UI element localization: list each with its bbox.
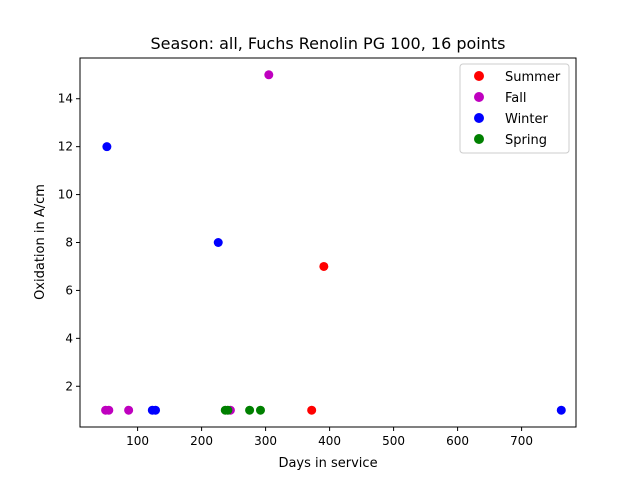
legend-marker-summer xyxy=(474,71,484,81)
data-points xyxy=(101,70,566,415)
data-point-spring xyxy=(255,405,265,415)
y-tick-label: 2 xyxy=(65,379,73,393)
legend-label-spring: Spring xyxy=(505,133,547,148)
chart-title: Season: all, Fuchs Renolin PG 100, 16 po… xyxy=(151,34,506,53)
y-axis-ticks: 2 4 6 8 10 12 14 xyxy=(58,92,80,393)
legend-box xyxy=(459,63,570,154)
data-point-spring xyxy=(245,405,255,415)
x-tick-label: 300 xyxy=(254,434,277,448)
x-tick-label: 100 xyxy=(126,434,149,448)
data-point-winter xyxy=(151,405,161,415)
x-tick-label: 500 xyxy=(382,434,405,448)
data-point-summer xyxy=(307,405,317,415)
data-point-spring xyxy=(223,405,233,415)
x-tick-label: 600 xyxy=(446,434,469,448)
y-tick-label: 10 xyxy=(58,188,73,202)
legend-marker-spring xyxy=(474,134,484,144)
legend: Summer Fall Winter Spring xyxy=(459,63,570,154)
y-tick-label: 14 xyxy=(58,92,73,106)
legend-label-fall: Fall xyxy=(505,91,526,106)
data-point-fall xyxy=(124,405,134,415)
legend-marker-winter xyxy=(474,113,484,123)
x-tick-label: 700 xyxy=(510,434,533,448)
x-axis-label: Days in service xyxy=(278,456,377,471)
x-axis-ticks: 100 200 300 400 500 600 700 xyxy=(126,427,533,448)
x-tick-label: 400 xyxy=(318,434,341,448)
data-point-winter xyxy=(213,238,223,247)
data-point-winter xyxy=(102,142,112,152)
data-point-fall xyxy=(264,70,274,80)
x-tick-label: 200 xyxy=(190,434,213,448)
y-tick-label: 6 xyxy=(65,283,73,297)
y-tick-label: 12 xyxy=(58,140,73,154)
legend-label-summer: Summer xyxy=(505,70,561,85)
legend-marker-fall xyxy=(474,92,484,102)
y-tick-label: 4 xyxy=(65,331,73,345)
y-tick-label: 8 xyxy=(65,236,73,250)
data-point-summer xyxy=(319,261,329,271)
y-axis-label: Oxidation in A/cm xyxy=(33,184,48,300)
data-point-fall xyxy=(104,405,114,415)
legend-label-winter: Winter xyxy=(505,112,549,127)
data-point-winter xyxy=(556,405,566,415)
